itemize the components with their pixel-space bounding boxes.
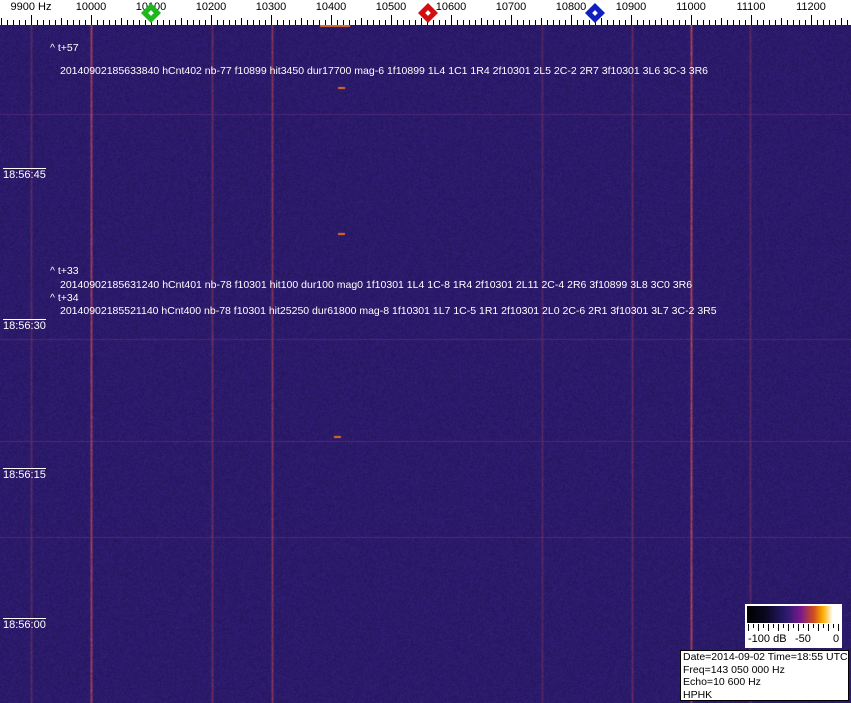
ruler-tick	[181, 18, 182, 25]
ruler-tick	[271, 15, 272, 25]
ruler-tick	[391, 15, 392, 25]
ruler-tick	[31, 15, 32, 25]
scale-tick	[828, 624, 829, 631]
ruler-tick	[421, 18, 422, 25]
event-text: 20140902185631240 hCnt401 nb-78 f10301 h…	[60, 279, 692, 291]
event-label: ^ t+33	[50, 265, 79, 277]
scale-label: -50	[795, 633, 811, 645]
freq-label: 9900 Hz	[11, 1, 52, 13]
ruler-tick	[721, 18, 722, 25]
ruler-tick	[481, 18, 482, 25]
scale-tick	[778, 624, 779, 631]
scale-tick	[818, 624, 819, 631]
ruler-tick	[331, 15, 332, 25]
ruler-tick	[451, 15, 452, 25]
scale-tick	[783, 624, 784, 628]
ruler-tick	[301, 18, 302, 25]
ruler-tick	[751, 15, 752, 25]
ruler-tick	[631, 15, 632, 25]
info-station: HPHK	[683, 689, 848, 702]
freq-label: 11000	[676, 1, 706, 13]
ruler-tick	[661, 18, 662, 25]
scale-tick	[748, 624, 749, 631]
scale-tick	[753, 624, 754, 628]
freq-label: 10600	[436, 1, 467, 13]
freq-label: 10300	[256, 1, 287, 13]
ruler-tick	[121, 18, 122, 25]
ruler-tick	[1, 18, 2, 25]
event-label: ^ t+34	[50, 292, 79, 304]
scale-label: -100 dB	[748, 633, 787, 645]
freq-label: 10200	[196, 1, 227, 13]
scale-tick	[768, 624, 769, 631]
freq-label: 10700	[496, 1, 527, 13]
time-label: 18:56:45	[3, 168, 46, 181]
info-date: Date=2014-09-02 Time=18:55 UTC	[683, 651, 848, 664]
scale-tick	[793, 624, 794, 628]
scale-tick	[803, 624, 804, 628]
scale-label: 0	[833, 633, 839, 645]
time-label: 18:56:00	[3, 618, 46, 631]
scale-tick	[823, 624, 824, 628]
scale-tick	[763, 624, 764, 628]
scale-tick	[798, 624, 799, 631]
time-label: 18:56:15	[3, 468, 46, 481]
frequency-ruler[interactable]: 9900 Hz 10000 10100 10200 10300 10400 10…	[0, 0, 851, 25]
scale-tick	[813, 624, 814, 628]
time-label: 18:56:30	[3, 319, 46, 332]
freq-label: 10900	[616, 1, 647, 13]
event-text: 20140902185633840 hCnt402 nb-77 f10899 h…	[60, 65, 708, 77]
scale-tick	[808, 624, 809, 631]
ruler-tick	[511, 15, 512, 25]
freq-label: 10000	[76, 1, 107, 13]
scale-tick	[833, 624, 834, 628]
scale-tick	[758, 624, 759, 631]
freq-label: 11100	[737, 1, 766, 13]
ruler-tick	[571, 15, 572, 25]
info-box: Date=2014-09-02 Time=18:55 UTC Freq=143 …	[680, 650, 849, 701]
ruler-tick	[361, 18, 362, 25]
ruler-tick	[841, 18, 842, 25]
ruler-tick	[211, 15, 212, 25]
ruler-tick	[91, 15, 92, 25]
scale-tick	[838, 624, 839, 631]
ruler-tick	[811, 15, 812, 25]
scale-tick	[788, 624, 789, 631]
freq-label: 11200	[796, 1, 826, 13]
freq-label: 10400	[316, 1, 347, 13]
ruler-tick	[241, 18, 242, 25]
freq-label: 10500	[376, 1, 407, 13]
ruler-tick	[541, 18, 542, 25]
ruler-tick	[781, 18, 782, 25]
ruler-tick	[601, 18, 602, 25]
color-gradient	[747, 606, 840, 623]
color-scale: -100 dB -50 0	[745, 604, 842, 648]
event-label: ^ t+57	[50, 42, 79, 54]
info-freq: Freq=143 050 000 Hz	[683, 664, 848, 677]
freq-label: 10800	[556, 1, 587, 13]
info-echo: Echo=10 600 Hz	[683, 676, 848, 689]
event-text: 20140902185521140 hCnt400 nb-78 f10301 h…	[60, 305, 717, 317]
waterfall-spectrogram[interactable]	[0, 25, 851, 703]
ruler-tick	[691, 15, 692, 25]
ruler-tick	[61, 18, 62, 25]
scale-tick	[773, 624, 774, 628]
